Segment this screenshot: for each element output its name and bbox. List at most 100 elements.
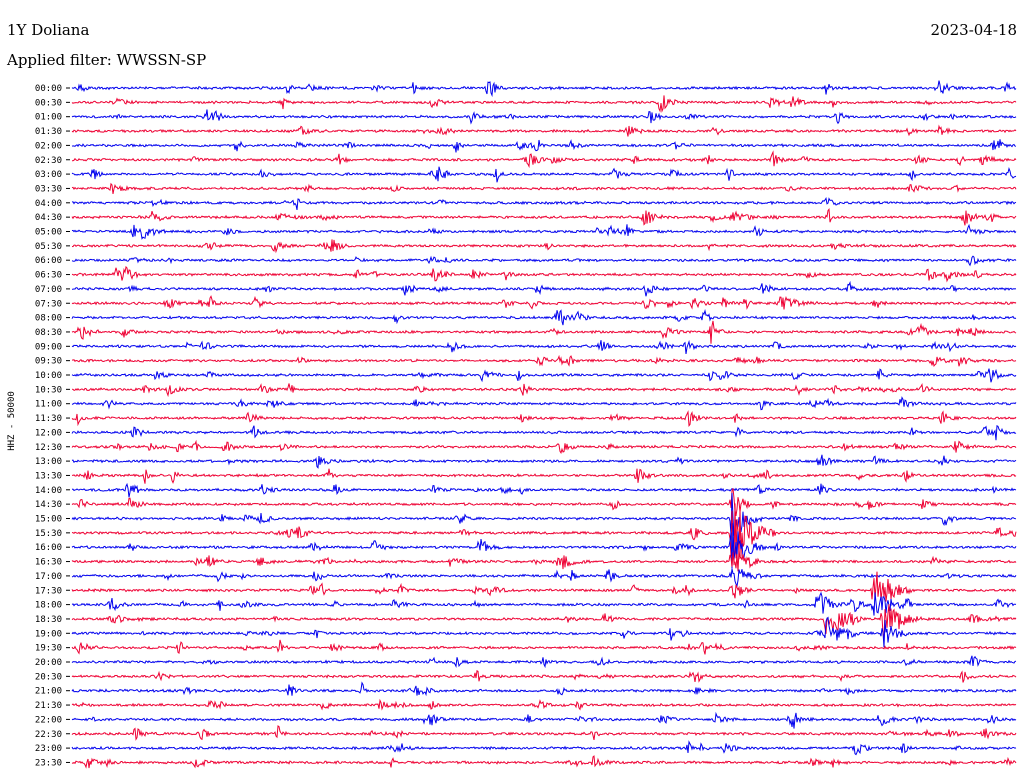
- filter-label: Applied filter: WWSSN-SP: [7, 51, 207, 69]
- trace-row: [71, 150, 1017, 169]
- trace-row: [71, 503, 1017, 566]
- row-time-label: 00:00: [35, 84, 62, 94]
- trace-row: [71, 670, 1017, 683]
- date-label: 2023-04-18: [930, 21, 1017, 39]
- trace-row: [71, 95, 1017, 113]
- row-time-label: 17:00: [35, 572, 62, 582]
- row-time-label: 03:00: [35, 170, 62, 180]
- trace-row: [71, 655, 1017, 669]
- trace-row: [71, 295, 1017, 310]
- trace-row: [71, 182, 1017, 194]
- trace-row: [71, 725, 1017, 741]
- row-time-label: 20:00: [35, 658, 62, 668]
- trace-row: [71, 410, 1017, 428]
- row-time-label: 22:00: [35, 715, 62, 725]
- row-time-label: 09:00: [35, 342, 62, 352]
- trace-row: [71, 223, 1017, 240]
- row-time-label: 18:00: [35, 601, 62, 611]
- trace-row: [71, 308, 1017, 326]
- row-time-label: 23:30: [35, 758, 62, 768]
- row-time-label: 21:30: [35, 701, 62, 711]
- row-time-label: 13:00: [35, 457, 62, 467]
- row-time-label: 21:00: [35, 687, 62, 697]
- trace-row: [71, 492, 1017, 536]
- row-time-label: 20:30: [35, 672, 62, 682]
- row-time-label: 02:00: [35, 141, 62, 151]
- row-time-label: 01:00: [35, 113, 62, 123]
- row-time-label: 16:30: [35, 558, 62, 568]
- trace-row: [71, 339, 1017, 354]
- row-time-label: 02:30: [35, 156, 62, 166]
- trace-row: [71, 639, 1017, 655]
- trace-row: [71, 425, 1017, 441]
- trace-row: [71, 616, 1017, 648]
- trace-row: [71, 604, 1017, 639]
- row-time-label: 01:30: [35, 127, 62, 137]
- trace-row: [71, 124, 1017, 137]
- trace-row: [71, 354, 1017, 368]
- trace-row: [71, 265, 1017, 283]
- trace-row: [71, 488, 1017, 516]
- row-time-label: 12:30: [35, 443, 62, 453]
- row-time-label: 23:00: [35, 744, 62, 754]
- trace-row: [71, 482, 1017, 498]
- row-time-label: 11:00: [35, 400, 62, 410]
- trace-row: [71, 550, 1017, 572]
- trace-row: [71, 280, 1017, 297]
- row-time-label: 10:30: [35, 385, 62, 395]
- trace-row: [71, 255, 1017, 267]
- row-time-label: 07:30: [35, 299, 62, 309]
- row-time-label: 18:30: [35, 615, 62, 625]
- row-time-label: 14:30: [35, 500, 62, 510]
- trace-row: [71, 571, 1017, 602]
- trace-row: [71, 468, 1017, 484]
- trace-row: [71, 755, 1017, 769]
- row-time-label: 08:30: [35, 328, 62, 338]
- row-time-label: 16:00: [35, 543, 62, 553]
- trace-row: [71, 523, 1017, 569]
- row-time-label: 04:00: [35, 199, 62, 209]
- trace-row: [71, 197, 1017, 210]
- trace-row: [71, 368, 1017, 383]
- trace-row: [71, 382, 1017, 398]
- trace-row: [71, 166, 1017, 183]
- trace-row: [71, 109, 1017, 125]
- row-time-label: 00:30: [35, 98, 62, 108]
- trace-row: [71, 740, 1017, 756]
- trace-row: [71, 439, 1017, 454]
- trace-row: [71, 80, 1017, 98]
- row-time-label: 04:30: [35, 213, 62, 223]
- row-time-label: 06:00: [35, 256, 62, 266]
- row-time-label: 05:00: [35, 228, 62, 238]
- trace-row: [71, 568, 1017, 588]
- trace-row: [71, 454, 1017, 469]
- trace-row: [71, 711, 1017, 729]
- row-time-label: 05:30: [35, 242, 62, 252]
- trace-row: [71, 207, 1017, 226]
- row-time-label: 09:30: [35, 357, 62, 367]
- trace-row: [71, 396, 1017, 411]
- row-time-label: 19:00: [35, 629, 62, 639]
- row-time-label: 22:30: [35, 730, 62, 740]
- row-time-label: 10:00: [35, 371, 62, 381]
- row-time-label: 11:30: [35, 414, 62, 424]
- trace-row: [71, 698, 1017, 711]
- trace-row: [71, 239, 1017, 254]
- row-time-label: 17:30: [35, 586, 62, 596]
- row-time-label: 08:00: [35, 314, 62, 324]
- row-time-label: 15:30: [35, 529, 62, 539]
- row-time-label: 15:00: [35, 515, 62, 525]
- row-time-label: 14:00: [35, 486, 62, 496]
- trace-row: [71, 139, 1017, 153]
- row-time-label: 13:30: [35, 471, 62, 481]
- trace-row: [71, 591, 1017, 616]
- station-title: 1Y Doliana: [7, 21, 90, 39]
- trace-row: [71, 681, 1017, 697]
- trace-row: [71, 320, 1017, 344]
- row-time-label: 07:00: [35, 285, 62, 295]
- row-time-label: 12:00: [35, 428, 62, 438]
- row-time-label: 06:30: [35, 271, 62, 281]
- row-time-label: 03:30: [35, 184, 62, 194]
- row-time-label: 19:30: [35, 644, 62, 654]
